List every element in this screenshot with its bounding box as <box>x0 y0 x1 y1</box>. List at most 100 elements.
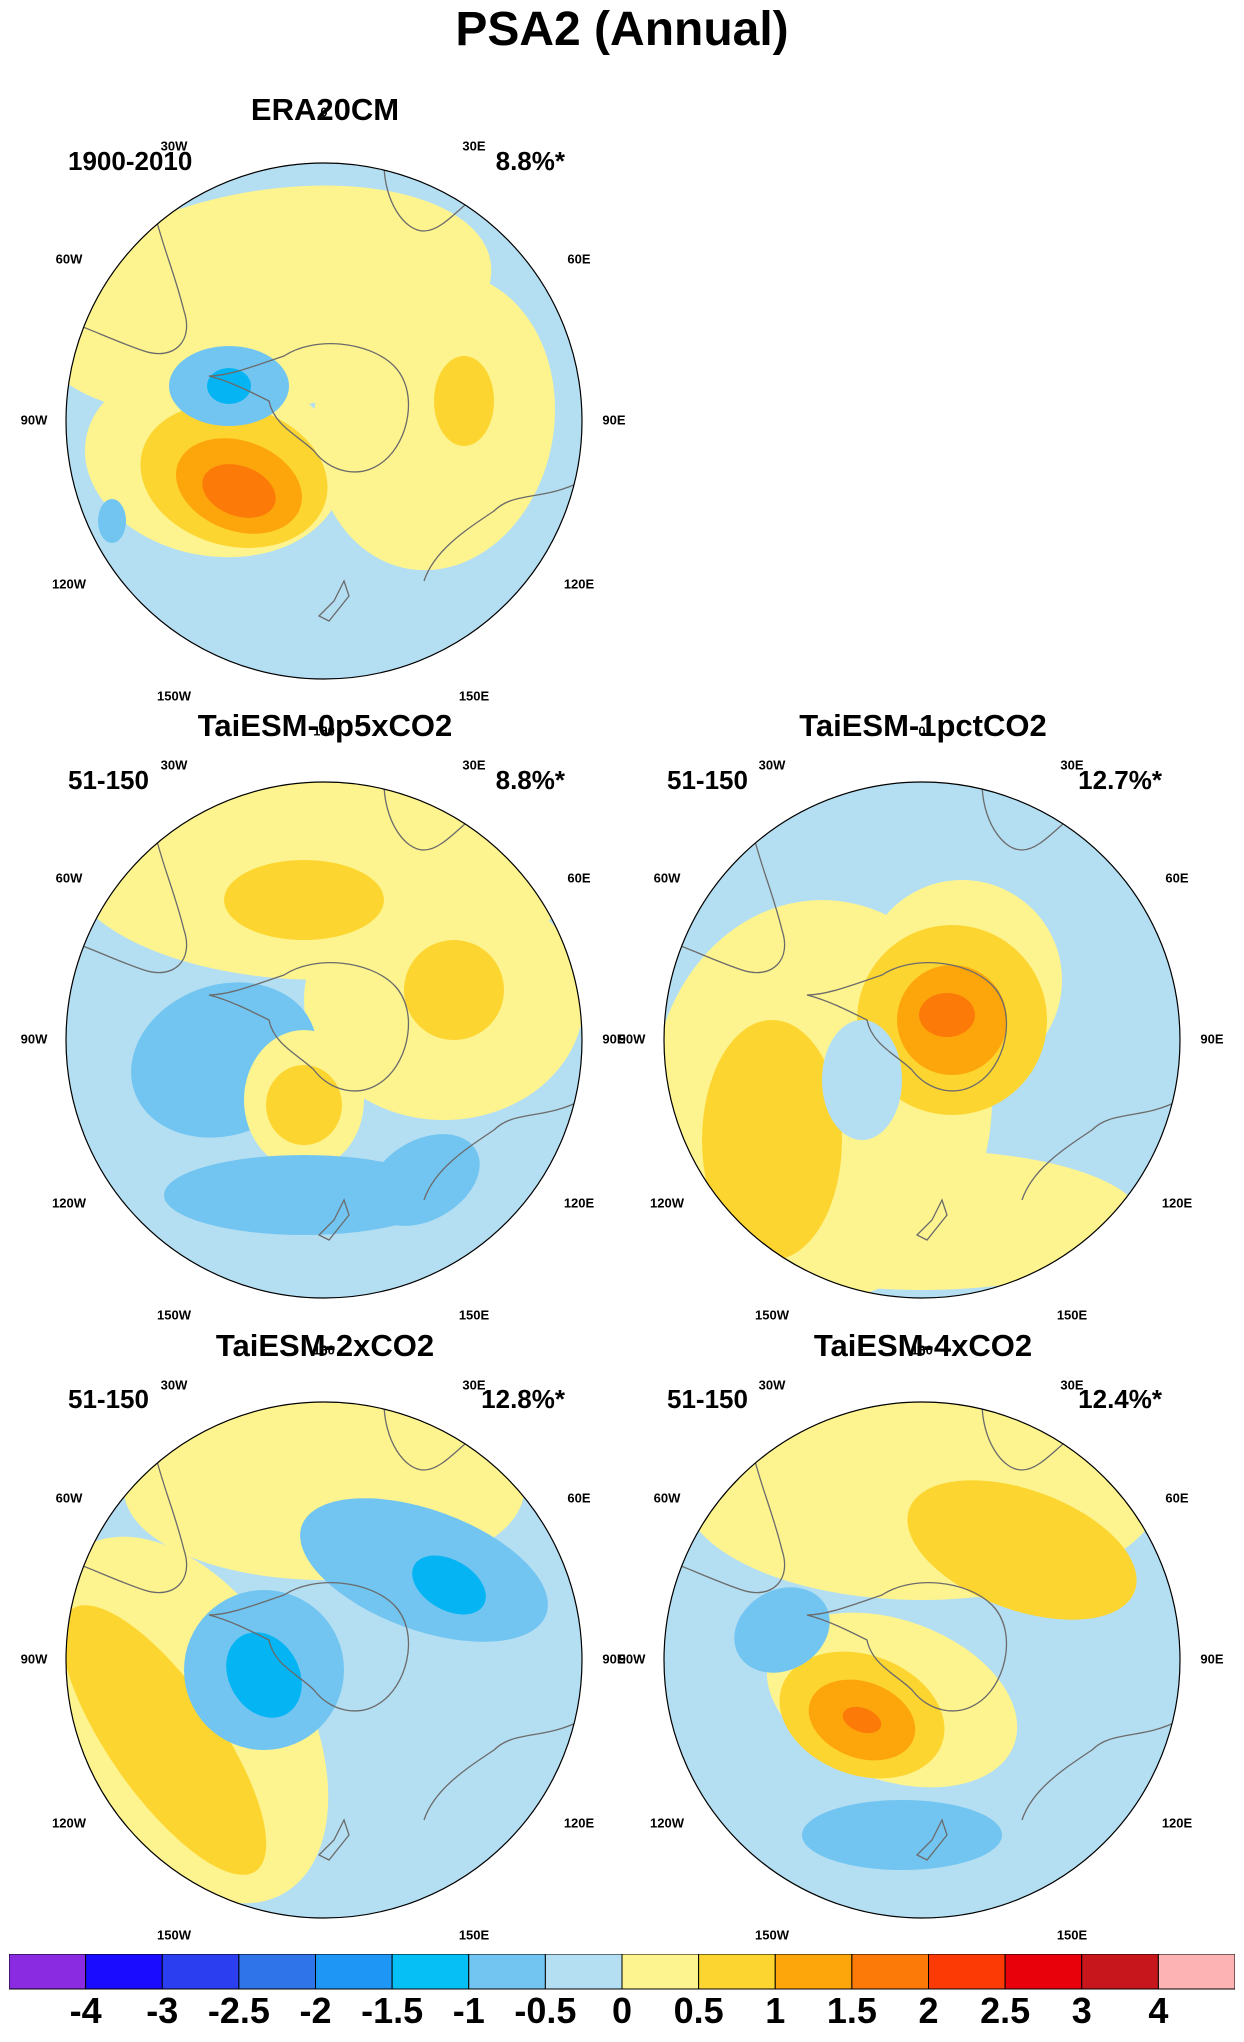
colorbar-tick-label: -2.5 <box>207 1990 270 2031</box>
longitude-label: 90E <box>1200 1651 1224 1667</box>
antarctica-coastline <box>806 962 1008 1092</box>
panel-variance: 8.8%* <box>495 765 565 795</box>
new-zealand-coastline <box>317 579 350 622</box>
polar-map <box>663 781 1181 1299</box>
longitude-label: 150W <box>157 1307 191 1323</box>
australia-coastline <box>423 1719 582 1821</box>
longitude-label: 30E <box>1060 757 1084 773</box>
colorbar-swatch <box>698 1954 776 1990</box>
longitude-label: 0 <box>918 1343 926 1359</box>
anomaly-contour <box>312 271 556 571</box>
anomaly-contour <box>919 993 975 1037</box>
colorbar-tick-label: 1 <box>765 1990 786 2031</box>
longitude-label: 0 <box>320 1343 328 1359</box>
colorbar-tick-label: -4 <box>69 1990 102 2031</box>
longitude-label: 180 <box>313 1342 335 1358</box>
anomaly-contour <box>164 1155 444 1235</box>
colorbar-tick-label: -1.5 <box>361 1990 424 2031</box>
colorbar-tick-label: 1.5 <box>826 1990 877 2031</box>
longitude-label: 30W <box>160 138 188 154</box>
longitude-label: 90E <box>602 1651 626 1667</box>
longitude-label: 90E <box>1200 1031 1224 1047</box>
longitude-label: 30W <box>758 757 786 773</box>
colorbar-swatch <box>468 1954 546 1990</box>
antarctica-coastline <box>208 343 410 473</box>
colorbar-swatch <box>928 1954 1006 1990</box>
longitude-label: 120E <box>1161 1815 1193 1831</box>
longitude-label: 30W <box>160 1377 188 1393</box>
longitude-label: 150W <box>755 1927 789 1943</box>
colorbar <box>9 1954 1235 1990</box>
colorbar-swatch <box>544 1954 623 1990</box>
longitude-label: 90E <box>602 412 626 428</box>
longitude-label: 120W <box>52 576 86 592</box>
longitude-label: 150W <box>157 1927 191 1943</box>
anomaly-contour <box>224 860 384 940</box>
longitude-label: 30E <box>462 138 486 154</box>
south-america-coastline <box>664 1449 786 1594</box>
panel-period: 1900-2010 <box>68 146 193 176</box>
panel-variance: 12.7%* <box>1078 765 1162 795</box>
panel-title: TaiESM-0p5xCO2 <box>197 708 453 743</box>
map-boundary <box>663 1401 1181 1919</box>
longitude-label: 60W <box>653 870 681 886</box>
panel-period: 51-150 <box>667 765 748 795</box>
polar-map <box>663 1401 1181 1919</box>
anomaly-contour <box>822 1020 902 1140</box>
longitude-label: 60W <box>55 1490 83 1506</box>
south-america-coastline <box>664 829 786 974</box>
panel-period: 51-150 <box>667 1384 748 1414</box>
colorbar-swatch <box>391 1954 470 1990</box>
anomaly-contour <box>202 464 276 518</box>
longitude-label: 0 <box>320 104 328 120</box>
anomaly-contour <box>368 1134 480 1226</box>
longitude-label: 60E <box>1165 870 1189 886</box>
anomaly-contour <box>266 1065 342 1145</box>
longitude-label: 60E <box>567 1490 591 1506</box>
longitude-label: 90E <box>602 1031 626 1047</box>
colorbar-swatch <box>161 1954 240 1990</box>
panel-variance: 12.8%* <box>481 1384 565 1414</box>
new-zealand-coastline <box>915 1818 948 1861</box>
longitude-label: 60W <box>653 1490 681 1506</box>
colorbar-tick-label: -0.5 <box>514 1990 577 2031</box>
new-zealand-coastline <box>317 1818 350 1861</box>
polar-map <box>65 162 583 680</box>
map-boundary <box>663 781 1181 1299</box>
anomaly-contour <box>842 1706 882 1734</box>
colorbar-swatch <box>1004 1954 1083 1990</box>
longitude-label: 150E <box>458 1927 490 1943</box>
colorbar-swatch <box>238 1954 316 1990</box>
longitude-label: 60E <box>567 251 591 267</box>
longitude-label: 120E <box>563 1195 595 1211</box>
longitude-label: 90W <box>618 1651 646 1667</box>
longitude-label: 120W <box>650 1195 684 1211</box>
colorbar-tick-label: 2 <box>918 1990 939 2031</box>
panel-variance: 12.4%* <box>1078 1384 1162 1414</box>
antarctica-coastline <box>208 1582 410 1712</box>
colorbar-tick-label: 3 <box>1071 1990 1092 2031</box>
longitude-label: 0 <box>320 723 328 739</box>
anomaly-contour <box>226 1632 302 1718</box>
longitude-label: 0 <box>918 723 926 739</box>
longitude-label: 90W <box>20 412 48 428</box>
polar-map <box>65 781 583 1299</box>
longitude-label: 180 <box>911 1342 933 1358</box>
anomaly-contour <box>66 1605 267 1875</box>
longitude-label: 120E <box>563 1815 595 1831</box>
longitude-label: 60E <box>1165 1490 1189 1506</box>
figure-title: PSA2 (Annual) <box>455 3 789 56</box>
colorbar-swatch <box>621 1954 700 1990</box>
anomaly-contour <box>802 1800 1002 1870</box>
anomaly-contour <box>734 1587 830 1673</box>
longitude-label: 120W <box>52 1815 86 1831</box>
antarctica-coastline <box>806 1582 1008 1712</box>
longitude-label: 150E <box>1056 1927 1088 1943</box>
australia-coastline <box>423 1099 582 1201</box>
map-boundary <box>65 1401 583 1919</box>
longitude-label: 120E <box>1161 1195 1193 1211</box>
panel-title: TaiESM-4xCO2 <box>813 1328 1033 1363</box>
south-america-coastline <box>66 210 188 355</box>
panel-period: 51-150 <box>68 765 149 795</box>
new-zealand-coastline <box>915 1198 948 1241</box>
